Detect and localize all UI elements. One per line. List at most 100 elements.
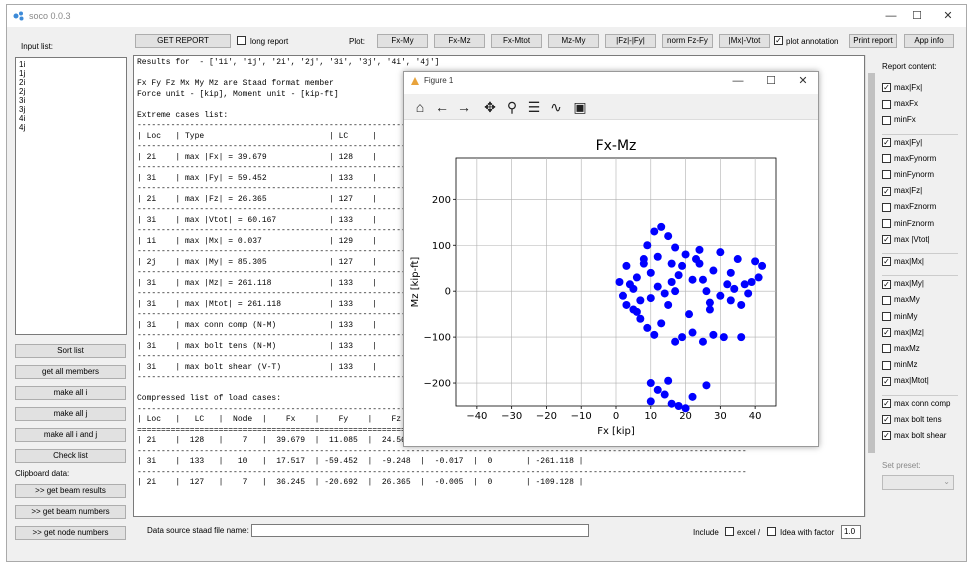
idea-checkbox[interactable] [767, 527, 776, 536]
get-beam-numbers-button[interactable]: >> get beam numbers [15, 505, 126, 519]
long-report-checkbox[interactable] [237, 36, 246, 45]
home-icon[interactable]: ⌂ [415, 99, 425, 115]
print-report-button[interactable]: Print report [849, 34, 897, 48]
zoom-icon[interactable]: ⚲ [506, 99, 518, 115]
input-list-item[interactable]: 4i [19, 114, 26, 123]
check-list-button[interactable]: Check list [15, 449, 126, 463]
report-content-option[interactable]: maxFx [882, 99, 918, 111]
input-list-item[interactable]: 3j [19, 105, 26, 114]
excel-checkbox[interactable] [725, 527, 734, 536]
figure-minimize-button[interactable]: — [732, 75, 744, 87]
figure-close-button[interactable]: ✕ [798, 75, 808, 87]
report-content-option[interactable]: ✓ max|My| [882, 279, 924, 291]
scrollbar-thumb[interactable] [868, 73, 875, 453]
figure-maximize-button[interactable]: ☐ [766, 75, 776, 87]
report-content-checkbox[interactable] [882, 360, 891, 370]
report-content-checkbox[interactable] [882, 170, 891, 180]
report-content-checkbox[interactable]: ✓ [882, 83, 891, 93]
report-content-option[interactable]: ✓ max|Fx| [882, 83, 922, 95]
report-content-checkbox[interactable] [882, 295, 891, 305]
make-all-i-button[interactable]: make all i [15, 386, 126, 400]
report-content-option[interactable]: minFynorm [882, 170, 934, 182]
input-list-item[interactable]: 1i [19, 60, 26, 69]
data-point [622, 300, 631, 309]
report-content-checkbox[interactable]: ✓ [882, 279, 891, 289]
sort-list-button[interactable]: Sort list [15, 344, 126, 358]
close-button[interactable]: ✕ [943, 10, 953, 22]
report-content-checkbox[interactable] [882, 344, 891, 354]
get-node-numbers-button[interactable]: >> get node numbers [15, 526, 126, 540]
report-content-option[interactable]: maxMy [882, 295, 920, 307]
input-list-item[interactable]: 4j [19, 123, 26, 132]
report-content-checkbox[interactable]: ✓ [882, 431, 891, 441]
report-content-option[interactable]: minMy [882, 312, 918, 324]
report-content-option[interactable]: ✓ max|Mtot| [882, 376, 929, 388]
plot-fz-fy-button[interactable]: |Fz|-|Fy| [605, 34, 656, 48]
report-content-checkbox[interactable]: ✓ [882, 186, 891, 196]
input-list-item[interactable]: 2j [19, 87, 26, 96]
data-point [716, 248, 725, 257]
minimize-button[interactable]: — [885, 10, 897, 22]
report-content-option[interactable]: ✓ max|Fy| [882, 138, 922, 150]
make-all-j-button[interactable]: make all j [15, 407, 126, 421]
report-content-checkbox[interactable] [882, 218, 891, 228]
report-content-option[interactable]: ✓ max|Mx| [882, 257, 924, 269]
report-content-option[interactable]: ✓ max |Vtot| [882, 235, 930, 247]
report-content-checkbox[interactable] [882, 99, 891, 109]
report-content-checkbox[interactable]: ✓ [882, 257, 891, 267]
input-list-item[interactable]: 3i [19, 96, 26, 105]
back-arrow-icon[interactable]: ← [435, 99, 449, 115]
report-content-checkbox[interactable]: ✓ [882, 415, 891, 425]
report-content-option[interactable]: ✓ max conn comp [882, 399, 950, 411]
report-content-option[interactable]: ✓ max|Fz| [882, 186, 922, 198]
input-list[interactable]: 1i 1j 2i 2j 3i 3j 4i 4j [15, 57, 127, 335]
data-source-file-input[interactable] [251, 524, 589, 537]
plot-mx-vtot-button[interactable]: |Mx|-Vtot [719, 34, 770, 48]
report-content-checkbox[interactable] [882, 202, 891, 212]
report-content-checkbox[interactable] [882, 311, 891, 321]
input-list-item[interactable]: 1j [19, 69, 26, 78]
report-content-checkbox[interactable]: ✓ [882, 398, 891, 408]
get-report-button[interactable]: GET REPORT [135, 34, 231, 48]
configure-subplots-icon[interactable]: ☰ [527, 99, 541, 115]
edit-axis-icon[interactable]: ∿ [550, 99, 562, 115]
report-content-option[interactable]: maxMz [882, 344, 920, 356]
get-all-members-button[interactable]: get all members [15, 365, 126, 379]
plot-annotation-checkbox[interactable]: ✓ [774, 36, 783, 45]
report-content-checkbox[interactable]: ✓ [882, 235, 891, 245]
save-icon[interactable]: ▣ [573, 99, 587, 115]
report-content-option[interactable]: maxFznorm [882, 202, 936, 214]
report-line: ----------------------------------------… [137, 467, 747, 477]
plot-fx-mtot-button[interactable]: Fx-Mtot [491, 34, 542, 48]
report-content-option[interactable]: minFznorm [882, 219, 934, 231]
app-info-button[interactable]: App info [904, 34, 954, 48]
plot-mz-my-button[interactable]: Mz-My [548, 34, 599, 48]
input-list-item[interactable]: 2i [19, 78, 26, 87]
report-content-option[interactable]: ✓ max|Mz| [882, 328, 924, 340]
plot-fx-mz-button[interactable]: Fx-Mz [434, 34, 485, 48]
forward-arrow-icon[interactable]: → [457, 99, 471, 115]
plot-fx-my-button[interactable]: Fx-My [377, 34, 428, 48]
report-content-checkbox[interactable] [882, 115, 891, 125]
report-content-checkbox[interactable]: ✓ [882, 137, 891, 147]
report-content-checkbox[interactable] [882, 154, 891, 164]
report-content-option[interactable]: minMz [882, 360, 918, 372]
make-all-i-and-j-button[interactable]: make all i and j [15, 428, 126, 442]
report-content-checkbox[interactable]: ✓ [882, 328, 891, 338]
data-point [639, 255, 648, 264]
factor-input[interactable]: 1.0 [841, 525, 861, 539]
report-content-option[interactable]: minFx [882, 115, 916, 127]
plot-annotation-label: plot annotation [786, 37, 839, 46]
report-content-option[interactable]: ✓ max bolt tens [882, 415, 942, 427]
plot-norm-fz-fy-button[interactable]: norm Fz-Fy [662, 34, 713, 48]
get-beam-results-button[interactable]: >> get beam results [15, 484, 126, 498]
data-point [678, 333, 687, 342]
report-content-option[interactable]: ✓ max bolt shear [882, 431, 946, 443]
maximize-button[interactable]: ☐ [912, 10, 922, 22]
data-point [698, 337, 707, 346]
report-content-option[interactable]: maxFynorm [882, 154, 936, 166]
preset-dropdown[interactable]: ⌄ [882, 475, 954, 490]
report-content-checkbox[interactable]: ✓ [882, 376, 891, 386]
pan-icon[interactable]: ✥ [484, 99, 496, 115]
report-scrollbar[interactable] [865, 55, 876, 517]
